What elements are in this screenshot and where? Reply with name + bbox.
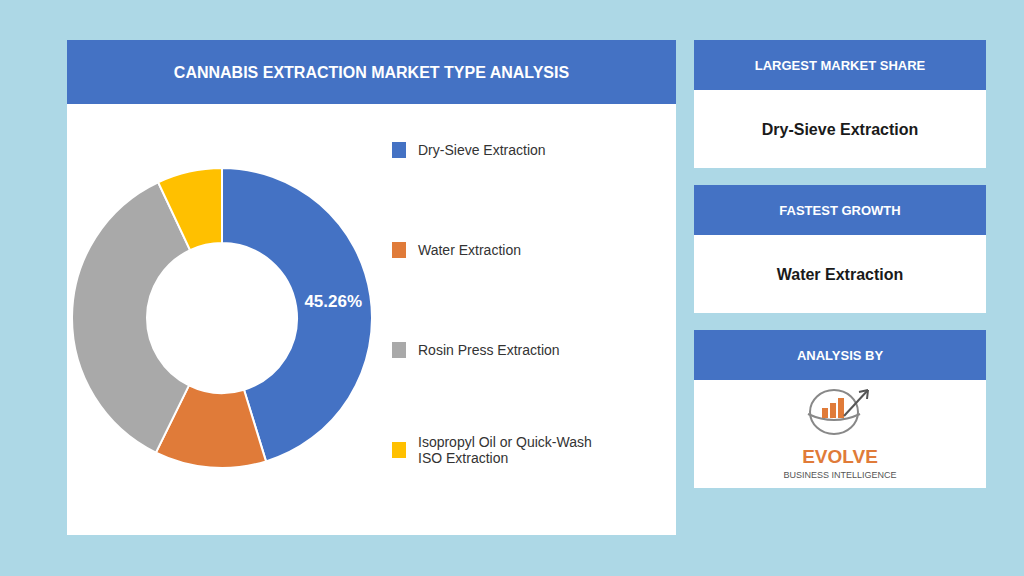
chart-root: CANNABIS EXTRACTION MARKET TYPE ANALYSIS… bbox=[0, 0, 1024, 576]
panel-body bbox=[694, 235, 986, 313]
chart-panel bbox=[67, 40, 676, 535]
donut bbox=[72, 168, 372, 468]
legend-label-line: Isopropyl Oil or Quick-Wash bbox=[418, 434, 592, 450]
panel-header bbox=[694, 40, 986, 90]
logo-bar bbox=[822, 408, 828, 418]
data-label: 45.26% bbox=[304, 292, 362, 311]
panel-heading: LARGEST MARKET SHARE bbox=[755, 58, 926, 73]
panel-heading: FASTEST GROWTH bbox=[779, 203, 900, 218]
legend-swatch bbox=[392, 242, 406, 258]
donut-slice bbox=[158, 168, 222, 250]
chart-title: CANNABIS EXTRACTION MARKET TYPE ANALYSIS bbox=[174, 64, 570, 81]
legend-label-line: Dry-Sieve Extraction bbox=[418, 142, 546, 158]
legend-swatch bbox=[392, 442, 406, 458]
logo-globe bbox=[810, 390, 858, 434]
logo bbox=[808, 390, 868, 434]
panel-text: Water Extraction bbox=[777, 266, 904, 283]
legend-label-line: Water Extraction bbox=[418, 242, 521, 258]
legend-swatch bbox=[392, 142, 406, 158]
panel-header bbox=[694, 185, 986, 235]
panel-body bbox=[694, 380, 986, 488]
logo-arrow bbox=[844, 390, 868, 416]
legend-label: Dry-Sieve Extraction bbox=[418, 142, 546, 158]
legend-label-line: ISO Extraction bbox=[418, 450, 508, 466]
logo-subtext: BUSINESS INTELLIGENCE bbox=[783, 470, 896, 480]
legend-swatch bbox=[392, 342, 406, 358]
legend-label: Isopropyl Oil or Quick-WashISO Extractio… bbox=[418, 434, 592, 467]
panel-header bbox=[694, 330, 986, 380]
logo-bar bbox=[838, 398, 844, 418]
panel-body bbox=[694, 90, 986, 168]
panel-heading: ANALYSIS BY bbox=[797, 348, 884, 363]
legend-label: Rosin Press Extraction bbox=[418, 342, 560, 358]
legend-label: Water Extraction bbox=[418, 242, 521, 258]
legend-label-line: Rosin Press Extraction bbox=[418, 342, 560, 358]
logo-text: EVOLVE bbox=[802, 446, 878, 467]
donut-slice bbox=[72, 182, 190, 452]
panel-text: Dry-Sieve Extraction bbox=[762, 121, 919, 138]
title-bar bbox=[67, 40, 676, 104]
logo-bar bbox=[830, 403, 836, 418]
logo-arrowhead bbox=[859, 390, 868, 399]
